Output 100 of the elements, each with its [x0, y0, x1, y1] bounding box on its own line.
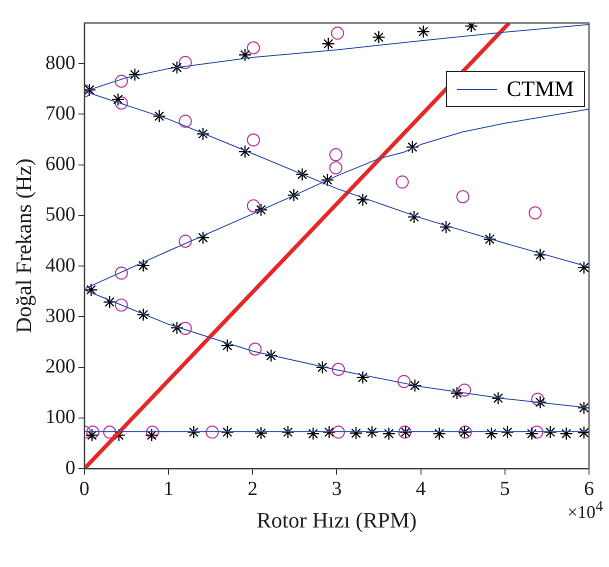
point — [103, 295, 116, 309]
point — [196, 231, 210, 244]
point — [220, 426, 234, 439]
x-tick-label: 5 — [500, 478, 510, 500]
point — [178, 56, 192, 70]
point — [316, 360, 330, 374]
point — [560, 427, 573, 440]
point — [287, 188, 300, 202]
point — [439, 220, 453, 234]
x-tick-label: 4 — [416, 478, 426, 500]
point — [248, 342, 262, 356]
point — [170, 60, 184, 74]
point — [332, 426, 345, 439]
point — [145, 428, 158, 442]
text: ×10$^{4}$ — [567, 498, 603, 523]
point — [544, 426, 557, 439]
point — [416, 25, 430, 38]
point — [577, 401, 589, 414]
point — [85, 428, 99, 442]
point — [349, 426, 363, 440]
point — [450, 386, 464, 400]
point — [330, 26, 344, 40]
point — [458, 384, 472, 397]
point — [84, 283, 98, 296]
point — [196, 127, 210, 140]
y-tick-label: 0 — [65, 456, 76, 479]
y-axis-title: Doğal Frekans (Hz) — [10, 158, 36, 334]
point — [238, 145, 252, 158]
legend-label: CTMM — [506, 76, 574, 102]
point — [246, 133, 260, 147]
point — [432, 427, 446, 440]
point — [146, 426, 160, 439]
point — [114, 266, 128, 280]
y-tick-label: 600 — [45, 153, 76, 176]
point — [528, 206, 542, 220]
y-tick-label: 500 — [45, 204, 76, 226]
point — [332, 362, 345, 376]
point — [114, 298, 128, 312]
point — [114, 96, 128, 110]
x-tick-label: 0 — [79, 478, 90, 500]
point — [320, 173, 334, 187]
point — [178, 322, 192, 335]
point — [407, 210, 421, 224]
point — [112, 428, 126, 442]
point — [86, 426, 100, 439]
point — [492, 392, 505, 405]
point — [322, 37, 335, 50]
point — [322, 426, 336, 439]
point — [206, 426, 219, 439]
y-tick-label: 100 — [45, 406, 76, 428]
y-tick-label: 300 — [45, 304, 76, 327]
point — [220, 338, 234, 352]
point — [128, 68, 142, 82]
point — [356, 370, 370, 384]
point — [577, 260, 589, 274]
point — [187, 426, 200, 439]
point — [296, 168, 309, 182]
point — [365, 426, 379, 439]
point — [306, 427, 320, 440]
point — [356, 193, 370, 206]
point — [152, 110, 166, 123]
point — [396, 175, 409, 189]
point — [246, 199, 260, 212]
point — [329, 148, 342, 162]
point — [136, 258, 150, 272]
point — [484, 427, 498, 440]
point — [382, 427, 396, 440]
y-tick-label: 400 — [45, 254, 76, 276]
x-tick-label: 2 — [248, 478, 258, 500]
point — [178, 114, 192, 128]
x-tick-label: 3 — [332, 478, 342, 500]
point — [254, 426, 268, 440]
y-tick-label: 700 — [45, 102, 76, 124]
point — [525, 427, 538, 440]
point — [456, 190, 470, 204]
x-tick-label: 6 — [584, 478, 594, 500]
point — [238, 48, 252, 62]
point — [329, 161, 342, 174]
point — [577, 426, 589, 440]
point — [531, 392, 544, 406]
point — [534, 396, 547, 409]
point — [281, 426, 295, 439]
point — [254, 203, 268, 216]
point — [136, 308, 150, 322]
point — [178, 234, 192, 248]
point — [483, 232, 496, 246]
point — [84, 83, 96, 96]
point — [406, 140, 419, 154]
point — [500, 426, 514, 439]
point — [264, 349, 278, 362]
point — [111, 92, 125, 106]
x-axis-title: Rotor Hızı (RPM) — [256, 508, 417, 533]
point — [246, 41, 260, 54]
point — [530, 426, 544, 439]
point — [114, 74, 128, 88]
point — [397, 374, 411, 388]
point — [103, 426, 116, 439]
point — [372, 30, 386, 44]
y-tick-label: 200 — [45, 356, 76, 378]
point — [408, 378, 422, 392]
